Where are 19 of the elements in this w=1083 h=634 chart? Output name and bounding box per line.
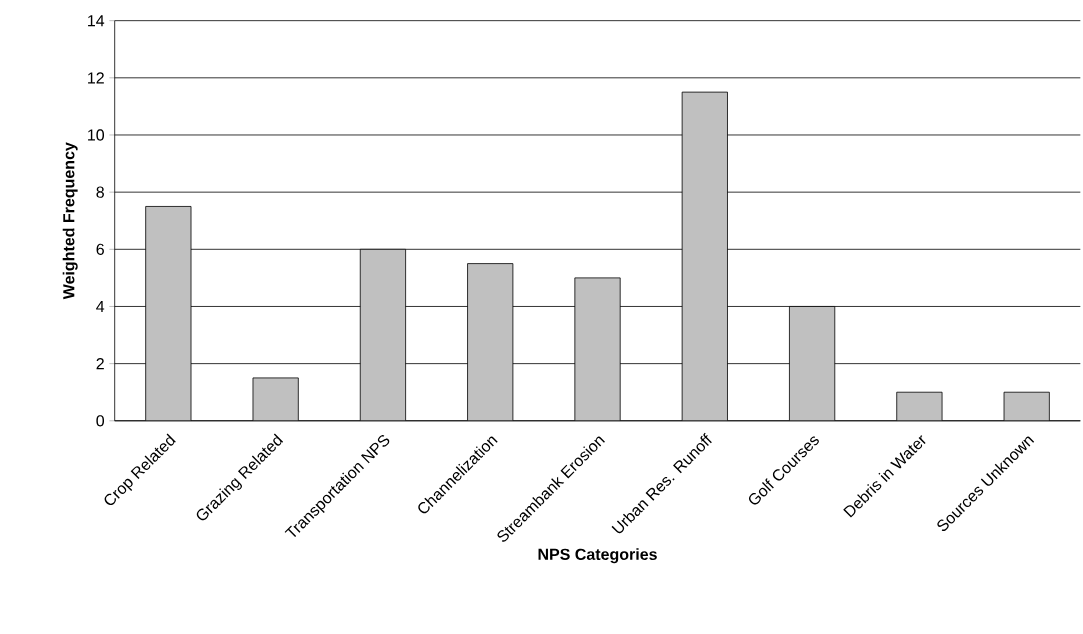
y-tick-label: 8 (96, 186, 104, 198)
bar (467, 263, 514, 421)
y-tick-label: 2 (96, 357, 104, 370)
bar (145, 205, 192, 421)
bar (359, 248, 407, 421)
y-axis-title: Weighted Frequency (62, 142, 78, 300)
y-tick-label: 4 (96, 300, 105, 312)
bar (789, 305, 836, 421)
bar (681, 91, 728, 421)
bar (1003, 391, 1050, 421)
bar (574, 277, 621, 421)
y-tick-label: 12 (88, 72, 104, 84)
x-axis-title: NPS Categories (538, 548, 657, 564)
y-tick-label: 10 (88, 129, 105, 141)
y-tick-label: 14 (88, 15, 105, 27)
bar (252, 377, 299, 421)
y-tick-label: 6 (96, 243, 104, 255)
y-tick-label: 0 (96, 415, 105, 427)
bar (896, 391, 943, 421)
